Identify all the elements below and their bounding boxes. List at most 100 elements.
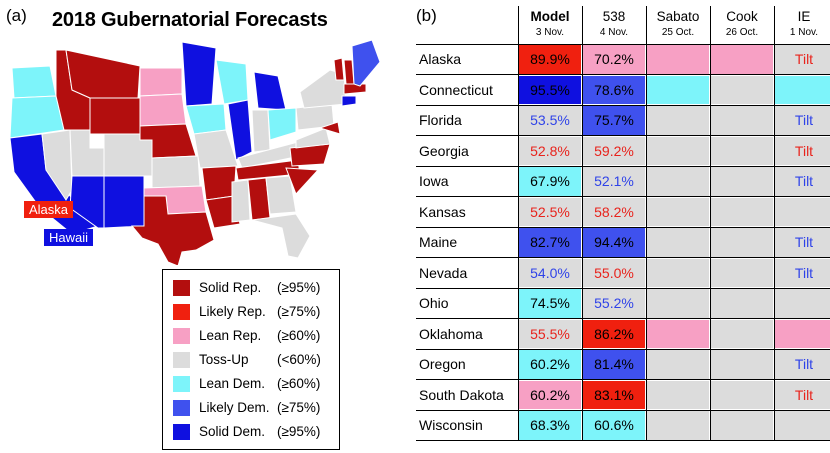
- cell-bg: [519, 75, 581, 104]
- state-name: Kansas: [419, 203, 466, 220]
- column-date: 1 Nov.: [789, 27, 819, 38]
- legend-swatch: [173, 352, 190, 368]
- forecast-value: 82.7%: [530, 234, 570, 250]
- state-maryland: [318, 121, 341, 135]
- panel-label-a: (a): [6, 6, 27, 25]
- forecast-value: 68.3%: [530, 417, 570, 433]
- forecast-value: 74.5%: [530, 295, 570, 311]
- forecast-value: 75.7%: [594, 112, 634, 128]
- legend-item: Toss-Up (<60%): [173, 350, 333, 370]
- cell-bg: [647, 228, 709, 257]
- state-wisconsin: [215, 59, 249, 105]
- state-wyoming: [89, 97, 141, 135]
- legend-threshold: (≥75%): [277, 400, 321, 415]
- cell-bg: [711, 380, 773, 409]
- row-gridline: [416, 43, 830, 45]
- cell-bg: [711, 228, 773, 257]
- cell-bg: [519, 136, 581, 165]
- state-new-mexico: [103, 175, 145, 229]
- legend-threshold: (≥95%): [277, 280, 321, 295]
- cell-bg: [519, 106, 581, 135]
- row-gridline: [416, 165, 830, 167]
- cell-bg: [519, 289, 581, 318]
- cell-bg: [711, 136, 773, 165]
- cell-bg: [775, 411, 830, 440]
- cell-bg: [647, 45, 709, 74]
- state-name: Maine: [419, 234, 458, 250]
- hawaii-inset-label: Hawaii: [44, 229, 94, 246]
- forecast-value: 52.8%: [530, 142, 570, 159]
- state-name: Alaska: [419, 51, 462, 67]
- map-title: 2018 Gubernatorial Forecasts: [52, 9, 328, 31]
- cell-bg: [647, 289, 709, 318]
- cell-bg: [647, 167, 709, 196]
- cell-bg: [583, 289, 645, 318]
- forecast-value: 60.6%: [594, 417, 634, 433]
- forecast-value: Tilt: [794, 264, 814, 281]
- state-name: Oregon: [419, 356, 466, 372]
- cell-bg: [583, 228, 645, 257]
- state-kansas: [151, 155, 201, 189]
- state-virginia: [295, 127, 331, 149]
- cell-bg: [711, 350, 773, 379]
- cell-bg: [519, 319, 581, 348]
- column-date: 3 Nov.: [535, 27, 565, 38]
- column-date: 25 Oct.: [661, 27, 695, 38]
- cell-bg: [583, 167, 645, 196]
- column-date: 26 Oct.: [725, 27, 759, 38]
- cell-bg: [711, 258, 773, 287]
- forecast-value: 67.9%: [530, 173, 570, 189]
- cell-bg: [711, 411, 773, 440]
- legend-label: Toss-Up: [199, 352, 249, 367]
- column-gridline: [773, 6, 775, 441]
- state-name: Ohio: [419, 295, 449, 311]
- state-florida: [251, 213, 311, 259]
- state-indiana: [251, 109, 271, 153]
- forecast-value: 60.2%: [530, 386, 570, 403]
- forecast-value: 70.2%: [594, 51, 634, 67]
- row-gridline: [416, 348, 830, 350]
- state-montana: [65, 49, 141, 99]
- column-header: 538: [602, 9, 626, 24]
- legend-item: Solid Dem. (≥95%): [173, 422, 333, 442]
- cell-bg: [647, 136, 709, 165]
- forecast-value: Tilt: [794, 386, 814, 403]
- cell-bg: [647, 75, 709, 104]
- row-gridline: [416, 257, 830, 258]
- forecast-value: 83.1%: [594, 386, 634, 403]
- state-name: Wisconsin: [419, 417, 483, 433]
- cell-bg: [775, 258, 830, 287]
- cell-bg: [775, 136, 830, 165]
- forecast-value: 55.5%: [530, 325, 570, 342]
- cell-bg: [519, 411, 581, 440]
- forecast-value: 55.0%: [594, 264, 634, 281]
- legend-swatch: [173, 304, 190, 320]
- forecast-value: 94.4%: [594, 234, 634, 250]
- cell-bg: [647, 258, 709, 287]
- cell-bg: [711, 106, 773, 135]
- cell-bg: [519, 350, 581, 379]
- state-connecticut: [341, 95, 357, 107]
- legend-item: Likely Dem. (≥75%): [173, 398, 333, 418]
- cell-bg: [775, 228, 830, 257]
- column-gridline: [709, 6, 711, 441]
- state-georgia: [265, 175, 297, 215]
- legend-item: Lean Dem. (≥60%): [173, 374, 333, 394]
- cell-bg: [775, 350, 830, 379]
- forecast-value: Tilt: [794, 142, 814, 159]
- forecast-value: 81.4%: [594, 356, 634, 372]
- cell-bg: [711, 45, 773, 74]
- state-minnesota: [181, 41, 217, 107]
- cell-bg: [583, 319, 645, 348]
- column-gridline: [645, 6, 647, 441]
- legend-threshold: (≥60%): [277, 376, 321, 391]
- state-name: Connecticut: [419, 81, 493, 98]
- state-iowa: [185, 103, 227, 135]
- state-utah: [69, 129, 107, 177]
- row-gridline: [416, 440, 830, 441]
- legend-swatch: [173, 424, 190, 440]
- legend-item: Lean Rep. (≥60%): [173, 326, 333, 346]
- state-ohio: [267, 107, 297, 141]
- cell-bg: [775, 319, 830, 348]
- row-gridline: [416, 379, 830, 380]
